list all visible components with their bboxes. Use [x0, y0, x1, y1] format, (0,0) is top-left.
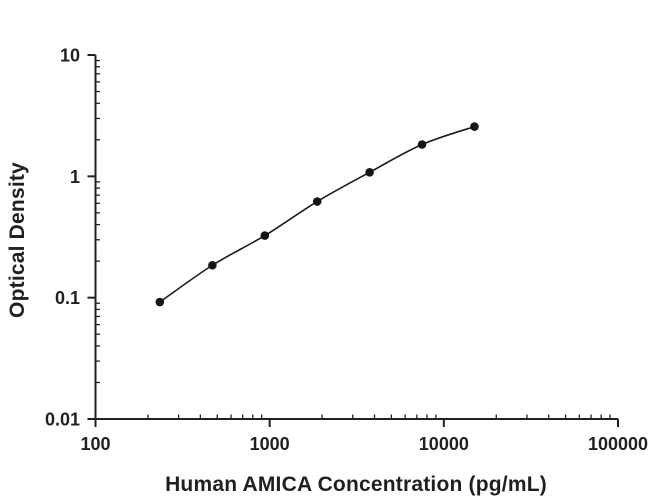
- y-tick-label: 10: [60, 46, 80, 66]
- axis-spines: [94, 55, 618, 420]
- y-tick-label: 0.1: [55, 288, 80, 308]
- x-tick-label: 1000: [250, 434, 290, 454]
- data-point: [365, 167, 374, 177]
- y-axis-title: Optical Density: [6, 162, 29, 318]
- y-tick-label: 1: [70, 167, 80, 187]
- data-point: [470, 122, 479, 131]
- data-point: [208, 260, 217, 270]
- data-point: [417, 140, 427, 149]
- x-tick-label: 100: [80, 434, 110, 454]
- plot-area: 100 1000 10000 100000 0.01 0.1 1 10: [45, 46, 648, 455]
- data-point: [312, 197, 322, 206]
- y-tick-label: 0.01: [45, 410, 80, 430]
- x-tick-label: 100000: [588, 434, 648, 454]
- data-point: [155, 297, 165, 307]
- series-line: [159, 125, 475, 303]
- x-tick-label: 10000: [419, 434, 469, 454]
- x-axis-title: Human AMICA Concentration (pg/mL): [165, 473, 547, 496]
- data-point: [260, 231, 270, 240]
